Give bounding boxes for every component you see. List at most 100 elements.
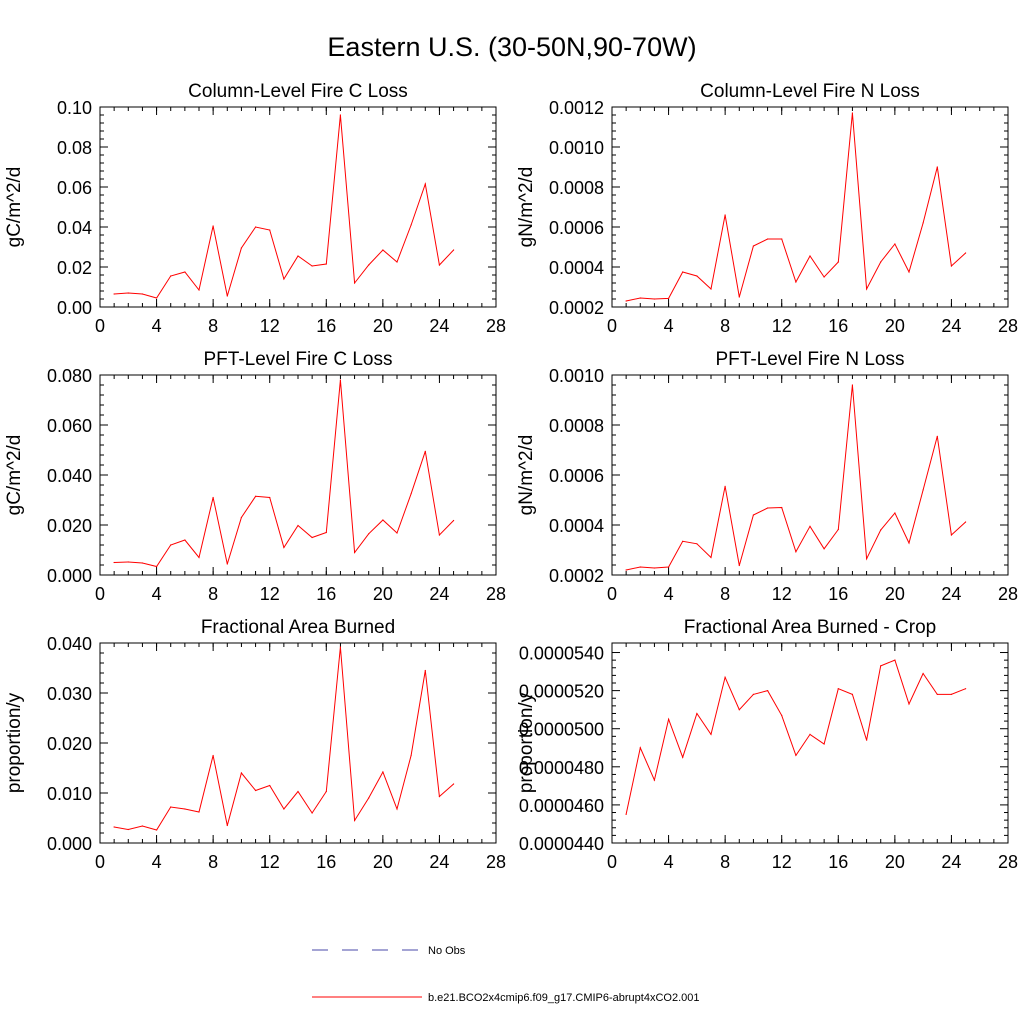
data-point [368, 797, 370, 799]
data-point [823, 743, 825, 745]
data-point [156, 829, 158, 831]
data-point [410, 754, 412, 757]
data-point [767, 507, 769, 509]
data-point [170, 806, 172, 808]
y-tick-label: 0.020 [47, 734, 92, 754]
data-point [354, 819, 356, 822]
y-tick-label: 0.0012 [549, 98, 604, 118]
y-tick-label: 0.010 [47, 784, 92, 804]
series-line [625, 659, 966, 815]
data-point [809, 255, 811, 257]
x-tick-label: 16 [828, 316, 848, 336]
y-tick-label: 0.0010 [549, 138, 604, 158]
data-point [311, 536, 313, 539]
data-point [255, 789, 257, 792]
x-tick-label: 28 [486, 584, 506, 604]
data-point [396, 261, 398, 263]
data-point [738, 709, 740, 711]
data-point [639, 566, 641, 568]
data-point [668, 566, 670, 568]
x-tick-label: 0 [607, 316, 617, 336]
x-tick-label: 0 [95, 584, 105, 604]
data-point [866, 558, 868, 560]
data-point [269, 496, 271, 499]
data-point [908, 271, 910, 273]
data-point [922, 222, 924, 224]
data-point [795, 281, 797, 283]
data-point [922, 489, 924, 491]
data-point [438, 264, 440, 266]
y-tick-label: 0.00 [57, 298, 92, 318]
x-tick-label: 28 [486, 852, 506, 872]
data-point [141, 293, 143, 295]
data-point [311, 812, 313, 814]
data-point [724, 485, 726, 487]
x-tick-label: 8 [208, 316, 218, 336]
data-point [738, 296, 740, 298]
y-tick-label: 0.0006 [549, 466, 604, 486]
data-point [668, 718, 670, 720]
y-tick-label: 0.080 [47, 366, 92, 386]
data-point [795, 551, 797, 553]
x-tick-label: 0 [95, 852, 105, 872]
data-point [866, 288, 868, 290]
panel-title: Column-Level Fire C Loss [188, 81, 408, 102]
x-tick-label: 16 [316, 584, 336, 604]
data-point [198, 556, 200, 559]
data-point [410, 493, 412, 495]
x-tick-label: 28 [998, 584, 1018, 604]
y-tick-label: 0.0000540 [519, 644, 604, 664]
x-tick-label: 12 [772, 584, 792, 604]
data-point [809, 733, 811, 736]
data-point [255, 495, 257, 497]
data-point [424, 183, 426, 185]
data-point [936, 693, 938, 696]
data-point [950, 534, 953, 536]
panel-3: PFT-Level Fire C Loss gC/m^2/d 0 4 8 12 16 20 24… [4, 349, 506, 604]
x-tick-label: 20 [373, 584, 393, 604]
y-tick-label: 0.030 [47, 684, 92, 704]
data-point [950, 693, 953, 696]
data-point [965, 521, 967, 523]
y-tick-label: 0.0002 [549, 566, 604, 586]
figure-title: Eastern U.S. (30-50N,90-70W) [327, 32, 697, 62]
y-tick-label: 0.02 [57, 258, 92, 278]
data-point [894, 512, 896, 514]
data-point [269, 229, 271, 231]
data-point [866, 739, 868, 741]
data-point [823, 276, 825, 278]
data-point [354, 282, 356, 284]
data-point [283, 546, 285, 549]
data-point [156, 565, 158, 568]
data-point [781, 238, 783, 240]
x-tick-label: 4 [664, 584, 674, 604]
legend-label: b.e21.BCO2x4cmip6.f09_g17.CMIP6-abrupt4x… [428, 992, 700, 1004]
data-point [396, 532, 398, 534]
data-point [682, 540, 684, 542]
x-tick-label: 0 [607, 852, 617, 872]
y-tick-label: 0.0000480 [519, 758, 604, 778]
data-point [212, 754, 214, 757]
y-tick-label: 0.060 [47, 416, 92, 436]
data-point [724, 214, 726, 216]
data-point [297, 255, 299, 257]
plot-frame [611, 642, 1009, 844]
x-tick-label: 0 [95, 316, 105, 336]
data-point [752, 514, 755, 516]
data-point [724, 676, 726, 678]
y-tick-label: 0.10 [57, 98, 92, 118]
data-point [682, 271, 684, 273]
data-point [438, 534, 440, 536]
data-point [837, 528, 839, 531]
x-tick-label: 0 [607, 584, 617, 604]
data-point [851, 112, 854, 114]
x-tick-label: 20 [373, 852, 393, 872]
y-axis-label: gN/m^2/d [516, 167, 537, 248]
panel-title: PFT-Level Fire N Loss [716, 349, 905, 370]
x-tick-label: 12 [260, 584, 280, 604]
y-tick-label: 0.0008 [549, 178, 604, 198]
data-point [127, 561, 129, 563]
plot-frame [99, 106, 497, 308]
data-point [936, 435, 938, 437]
y-tick-label: 0.0004 [549, 258, 604, 278]
